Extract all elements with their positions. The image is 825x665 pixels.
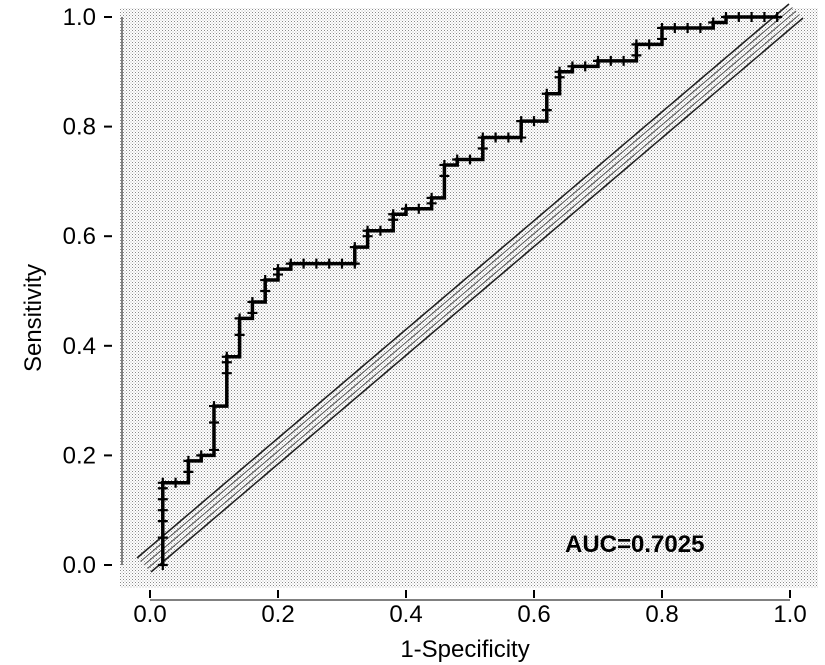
roc-point <box>503 132 514 143</box>
reference-band-line <box>140 7 793 562</box>
y-tick-label: 0.0 <box>63 552 96 579</box>
roc-point <box>209 444 219 455</box>
roc-point <box>772 12 783 22</box>
y-tick-label: 0.4 <box>63 333 96 360</box>
roc-point <box>593 55 603 66</box>
reference-band-line <box>150 17 804 573</box>
roc-point <box>426 192 437 203</box>
roc-point <box>285 258 296 269</box>
y-tick-label: 0.6 <box>63 223 96 250</box>
roc-point <box>490 132 501 143</box>
roc-point <box>157 477 168 488</box>
roc-point <box>388 209 399 220</box>
roc-point <box>349 242 360 253</box>
y-tick-label: 1.0 <box>63 4 96 31</box>
roc-point <box>311 258 322 269</box>
roc-point <box>669 22 680 33</box>
roc-point <box>516 116 527 127</box>
roc-point <box>477 143 488 154</box>
y-axis-title: Sensitivity <box>20 264 47 372</box>
roc-point <box>221 351 232 362</box>
roc-point <box>516 132 527 143</box>
roc-point <box>260 275 271 286</box>
roc-point <box>413 203 424 214</box>
roc-point <box>439 170 450 181</box>
roc-point <box>273 264 283 275</box>
roc-point <box>170 477 181 488</box>
roc-point <box>554 66 565 77</box>
reference-band-line <box>147 14 800 569</box>
roc-point <box>759 12 770 22</box>
roc-point <box>541 105 552 116</box>
roc-curve <box>157 12 783 570</box>
roc-point <box>452 154 463 165</box>
x-tick-label: 1.0 <box>773 601 806 628</box>
auc-annotation: AUC=0.7025 <box>565 531 704 558</box>
roc-point <box>209 417 219 428</box>
roc-point <box>260 286 271 296</box>
roc-point <box>209 401 219 412</box>
roc-point <box>349 258 360 269</box>
roc-point <box>234 329 245 340</box>
roc-point <box>183 466 194 477</box>
roc-point <box>157 516 168 527</box>
roc-point <box>196 450 207 461</box>
roc-point <box>644 39 655 50</box>
reference-diagonal-band <box>136 3 804 573</box>
roc-point <box>247 307 258 318</box>
roc-point <box>157 505 168 516</box>
x-tick-label: 0.4 <box>389 601 422 628</box>
roc-point <box>401 203 411 214</box>
roc-point <box>465 154 475 165</box>
roc-point <box>541 88 552 99</box>
axes: 0.0 0.2 0.4 0.6 0.8 1.0 0.0 0.2 0.4 0.6 0.8 1.0 <box>63 4 807 628</box>
roc-point <box>247 296 258 307</box>
roc-point <box>362 225 373 236</box>
x-axis-title: 1-Specificity <box>400 636 529 663</box>
y-tick-label: 0.2 <box>63 442 96 469</box>
roc-point <box>605 55 616 66</box>
x-tick-label: 0.8 <box>645 601 678 628</box>
roc-point <box>657 33 667 44</box>
roc-point <box>695 22 706 33</box>
roc-point <box>298 258 309 269</box>
roc-point <box>477 132 488 143</box>
roc-point <box>708 17 719 28</box>
x-tick-label: 0.0 <box>133 601 166 628</box>
y-tick-label: 0.8 <box>63 114 96 141</box>
roc-point <box>682 22 693 33</box>
roc-point <box>324 258 335 269</box>
roc-point <box>721 12 731 22</box>
roc-point <box>157 560 168 570</box>
roc-point <box>157 494 168 505</box>
roc-point <box>375 225 386 236</box>
roc-point <box>733 12 744 22</box>
roc-point <box>580 61 591 72</box>
roc-point <box>439 159 450 170</box>
reference-band-line <box>143 10 797 566</box>
roc-point <box>657 22 667 33</box>
roc-point <box>631 39 642 50</box>
roc-point <box>221 368 232 379</box>
x-tick-label: 0.6 <box>517 601 550 628</box>
roc-point <box>618 55 629 66</box>
roc-point <box>529 116 539 127</box>
reference-band-line <box>136 3 790 559</box>
roc-point <box>631 50 642 61</box>
roc-point <box>234 313 245 324</box>
roc-point <box>183 455 194 466</box>
roc-point <box>157 532 168 543</box>
roc-point <box>567 61 578 72</box>
x-tick-label: 0.2 <box>261 601 294 628</box>
roc-point <box>337 258 347 269</box>
roc-point <box>746 12 757 22</box>
